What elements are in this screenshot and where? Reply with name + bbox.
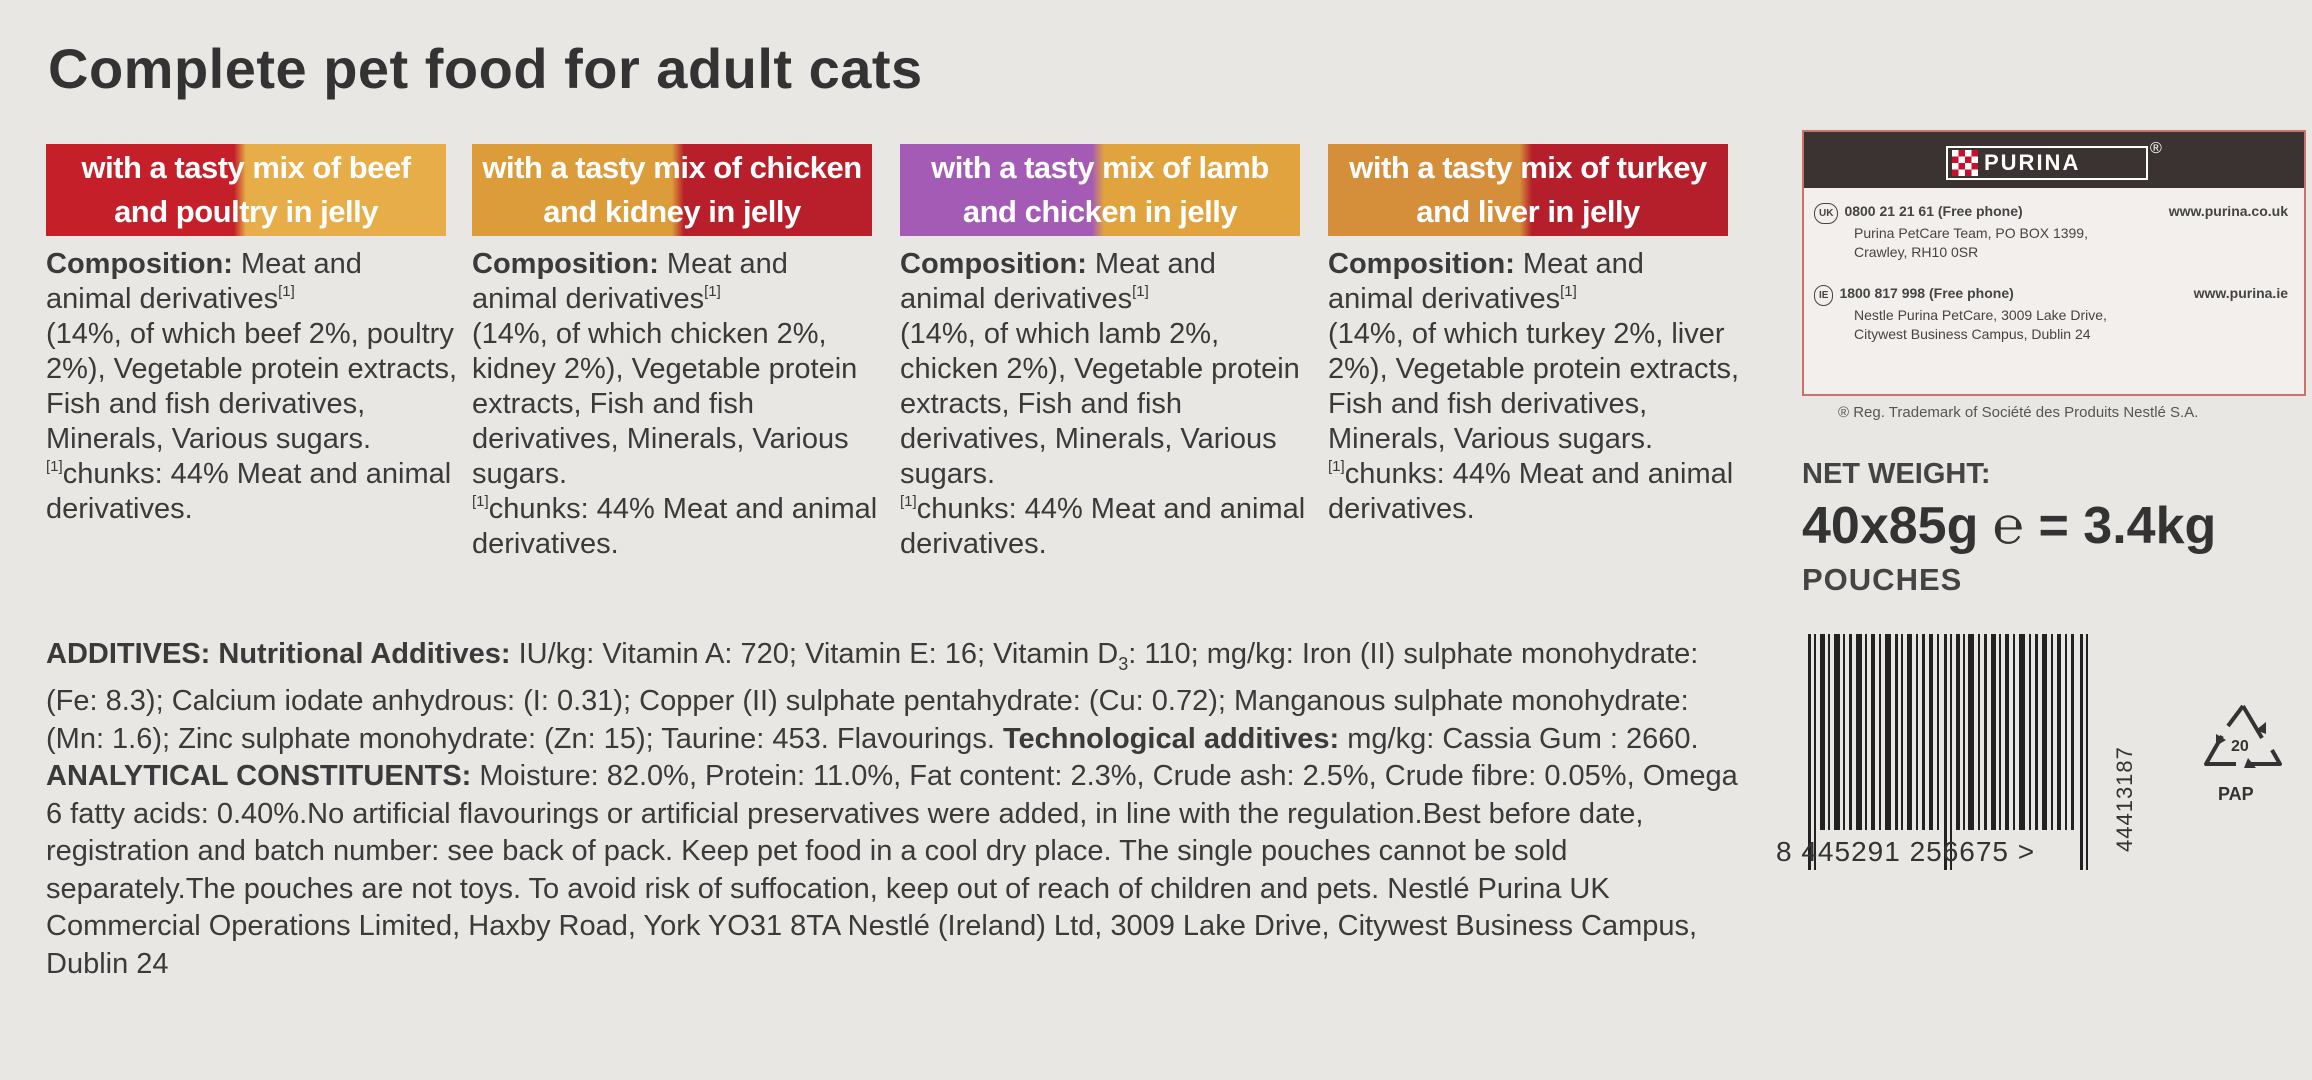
net-weight-label: NET WEIGHT:	[1802, 458, 1991, 490]
footnote-mark: [1]	[900, 493, 917, 510]
variant-banner-lamb: with a tasty mix of lamb and chicken in …	[900, 144, 1300, 236]
analytical-label: ANALYTICAL CONSTITUENTS:	[46, 760, 472, 793]
banner-line-1: with a tasty mix of lamb	[931, 150, 1269, 185]
ie-address-line-1: Nestle Purina PetCare, 3009 Lake Drive,	[1854, 307, 2107, 323]
checkerboard-icon	[1952, 150, 1978, 176]
footnote-mark: [1]	[1560, 283, 1577, 300]
footnote-mark: [1]	[1328, 458, 1345, 475]
side-code: 44413187	[2112, 746, 2137, 852]
chunks-text: chunks: 44% Meat and animal derivatives.	[900, 493, 1306, 560]
chunks-text: chunks: 44% Meat and animal derivatives.	[46, 458, 452, 525]
brand-name: PURINA	[1984, 150, 2081, 175]
chunks-text: chunks: 44% Meat and animal derivatives.	[1328, 458, 1734, 525]
net-weight-unit: POUCHES	[1802, 562, 1963, 597]
registered-mark: ®	[2150, 140, 2162, 157]
banner-line-2: and poultry in jelly	[114, 194, 378, 229]
barcode-digits: 8 445291 256675 >	[1776, 836, 2036, 867]
composition-chicken: Composition: Meat and animal derivatives…	[472, 247, 892, 562]
ie-website: www.purina.ie	[2193, 285, 2288, 301]
composition-lamb: Composition: Meat and animal derivatives…	[900, 247, 1320, 562]
footnote-mark: [1]	[46, 458, 63, 475]
page-title: Complete pet food for adult cats	[48, 37, 923, 100]
additives-label: ADDITIVES: Nutritional Additives:	[46, 638, 511, 670]
additives-text: Moisture: 82.0%, Protein: 11.0%, Fat con…	[46, 760, 1738, 980]
composition-text: animal derivatives	[900, 283, 1133, 315]
uk-phone: 0800 21 21 61 (Free phone)	[1844, 203, 2023, 219]
purina-logo: PURINA	[1946, 146, 2148, 180]
banner-line-2: and chicken in jelly	[962, 194, 1238, 229]
banner-line-2: and liver in jelly	[1416, 194, 1640, 229]
footnote-mark: [1]	[1132, 283, 1149, 300]
composition-turkey: Composition: Meat and animal derivatives…	[1328, 247, 1748, 527]
vitamin-d3-subscript: 3	[1118, 653, 1129, 674]
composition-body: (14%, of which beef 2%, poultry 2%), Veg…	[46, 318, 458, 455]
composition-text: Meat and	[658, 248, 788, 280]
variant-banner-chicken: with a tasty mix of chicken and kidney i…	[472, 144, 872, 236]
composition-body: (14%, of which lamb 2%, chicken 2%), Veg…	[900, 318, 1300, 490]
uk-address-line-1: Purina PetCare Team, PO BOX 1399,	[1854, 225, 2088, 241]
variant-banner-beef: with a tasty mix of beef and poultry in …	[46, 144, 446, 236]
ie-contact: IE 1800 817 998 (Free phone) www.purina.i…	[1814, 284, 2294, 344]
recycle-icon	[2204, 704, 2282, 768]
ie-phone: 1800 817 998 (Free phone)	[1839, 285, 2014, 301]
purina-header: PURINA ®	[1804, 132, 2304, 188]
ie-address-line-2: Citywest Business Campus, Dublin 24	[1854, 326, 2091, 342]
additives-text: IU/kg: Vitamin A: 720; Vitamin E: 16; Vi…	[510, 638, 1119, 670]
composition-label: Composition:	[472, 248, 659, 280]
uk-badge: UK	[1814, 203, 1839, 224]
trademark-note: ® Reg. Trademark of Société des Produits…	[1838, 404, 2199, 421]
composition-text: animal derivatives	[472, 283, 705, 315]
net-weight-value: 40x85g ℮ = 3.4kg	[1802, 497, 2217, 555]
banner-line-1: with a tasty mix of beef	[81, 150, 411, 185]
ie-badge: IE	[1814, 285, 1834, 306]
composition-text: animal derivatives	[1328, 283, 1561, 315]
composition-text: animal derivatives	[46, 283, 279, 315]
composition-body: (14%, of which chicken 2%, kidney 2%), V…	[472, 318, 858, 490]
recycle-number: 20	[2231, 738, 2249, 755]
uk-contact: UK 0800 21 21 61 (Free phone) www.purina.…	[1814, 202, 2294, 262]
recycle-label: PAP	[2218, 784, 2254, 804]
banner-line-2: and kidney in jelly	[543, 194, 801, 229]
uk-website: www.purina.co.uk	[2168, 203, 2288, 219]
composition-body: (14%, of which turkey 2%, liver 2%), Veg…	[1328, 318, 1740, 455]
banner-line-1: with a tasty mix of chicken	[482, 150, 862, 185]
uk-address-line-2: Crawley, RH10 0SR	[1854, 244, 1979, 260]
composition-label: Composition:	[900, 248, 1087, 280]
variant-banner-turkey: with a tasty mix of turkey and liver in …	[1328, 144, 1728, 236]
composition-text: Meat and	[232, 248, 362, 280]
purina-contact-box: PURINA ® UK 0800 21 21 61 (Free phone) ww…	[1802, 130, 2306, 396]
chunks-text: chunks: 44% Meat and animal derivatives.	[472, 493, 878, 560]
barcode-image	[1808, 634, 2088, 870]
banner-line-1: with a tasty mix of turkey	[1349, 150, 1707, 185]
footnote-mark: [1]	[278, 283, 295, 300]
composition-text: Meat and	[1514, 248, 1644, 280]
composition-text: Meat and	[1086, 248, 1216, 280]
footnote-mark: [1]	[472, 493, 489, 510]
composition-beef: Composition: Meat and animal derivatives…	[46, 247, 466, 527]
composition-label: Composition:	[46, 248, 233, 280]
additives-text: mg/kg: Cassia Gum : 2660.	[1339, 722, 1699, 755]
technological-label: Technological additives:	[1002, 722, 1340, 755]
composition-label: Composition:	[1328, 248, 1515, 280]
additives-block: ADDITIVES: Nutritional Additives: IU/kg:…	[46, 636, 1746, 983]
footnote-mark: [1]	[704, 283, 721, 300]
additives-text: : 110; mg/kg: Iron (II) sulphate monohyd…	[46, 638, 1699, 755]
